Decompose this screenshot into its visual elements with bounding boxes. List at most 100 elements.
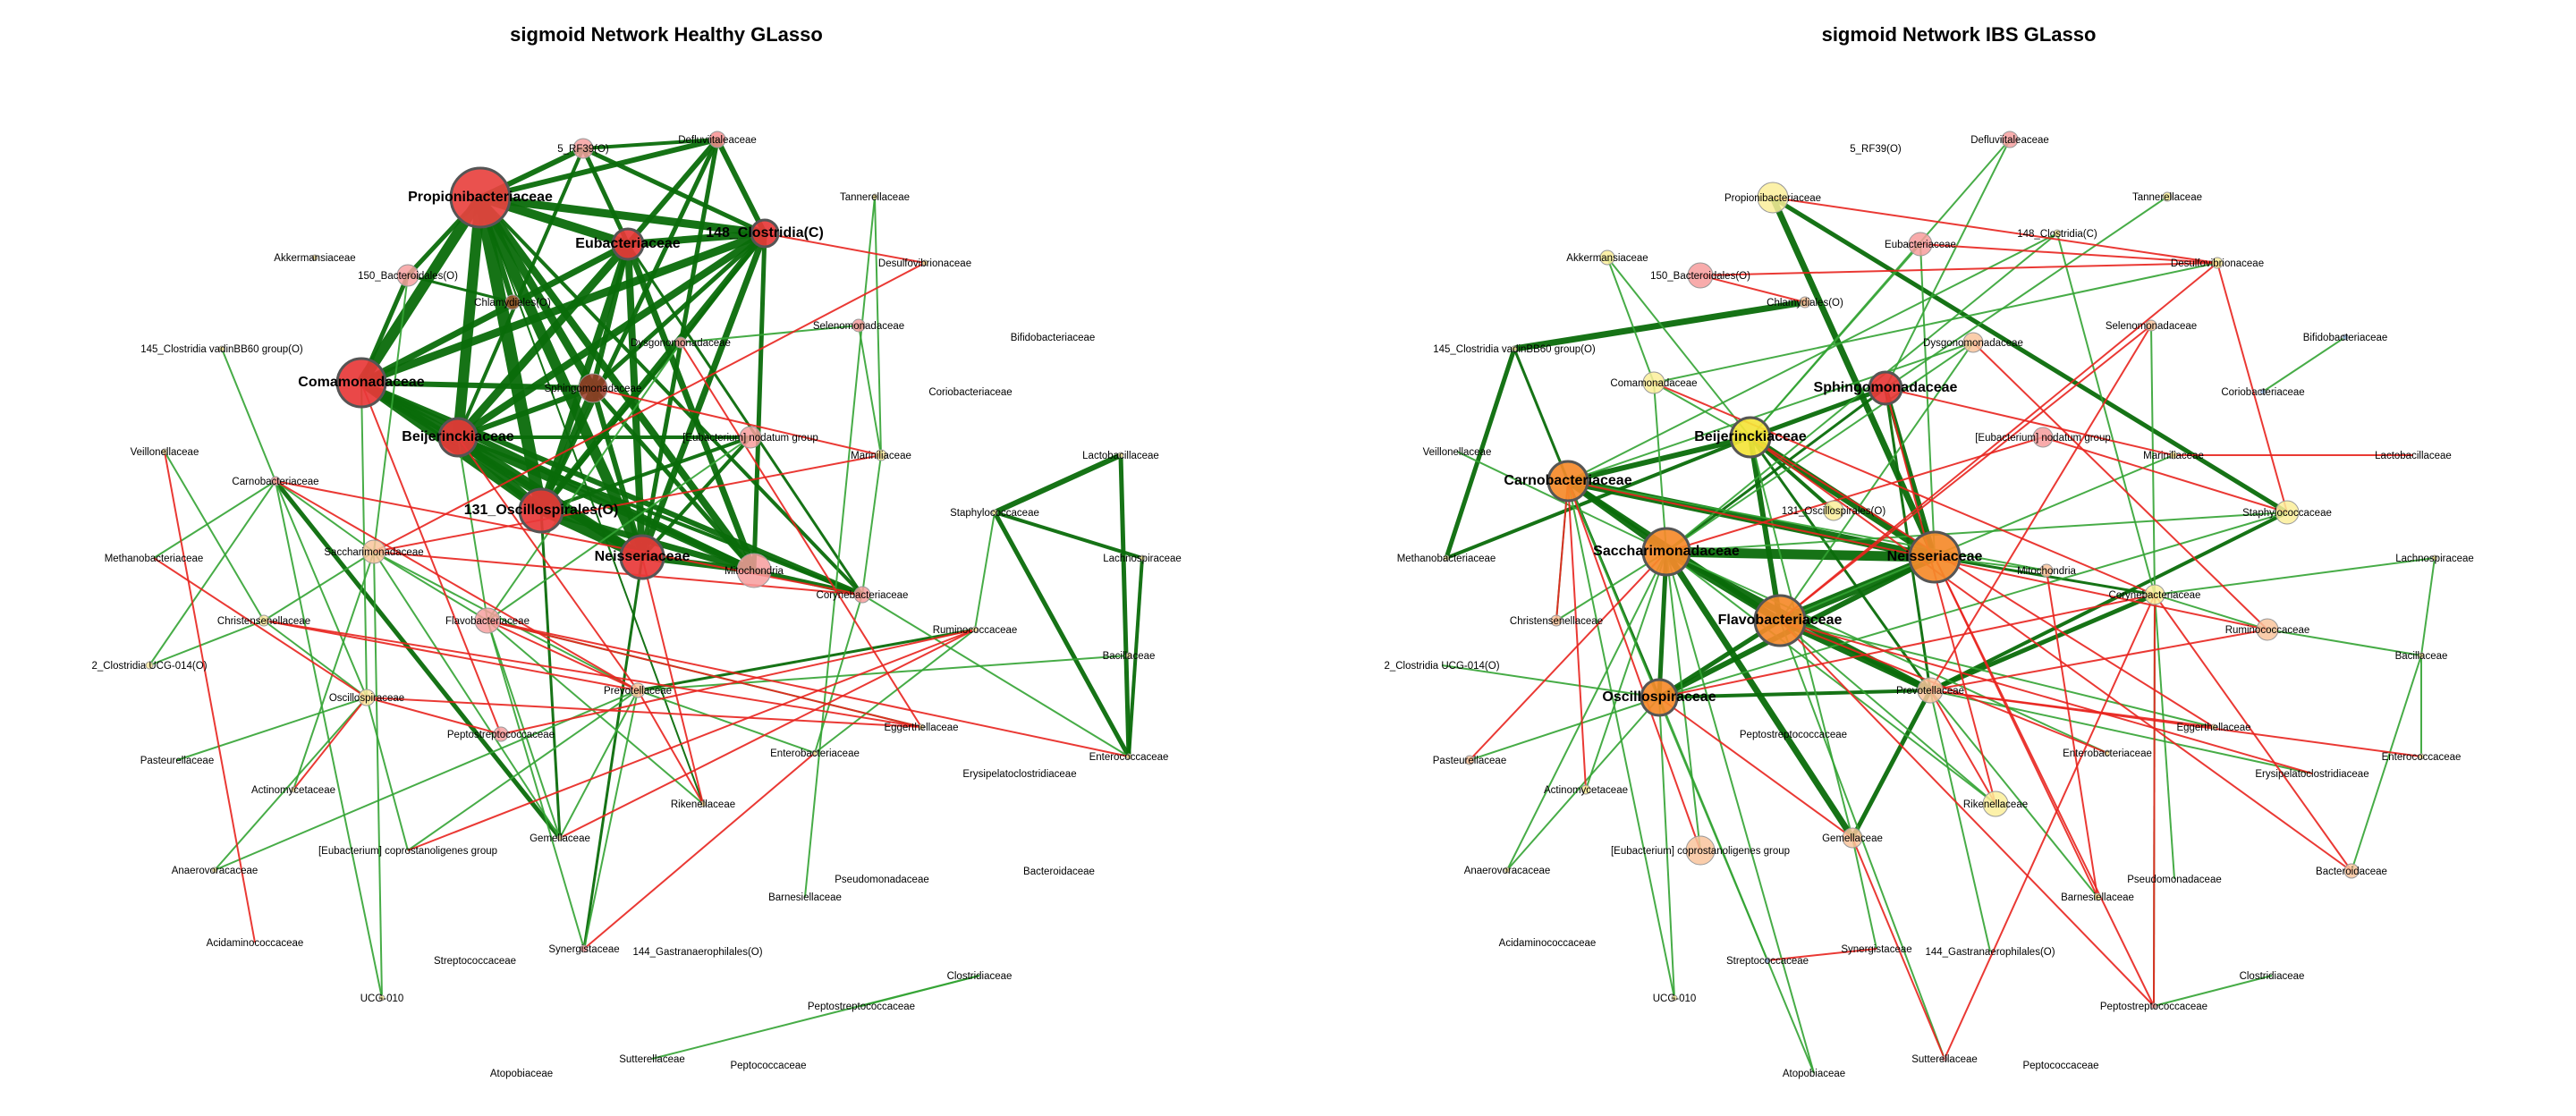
ibs-node-label: Prevotellaceae: [1896, 686, 1964, 697]
healthy-edge: [641, 556, 704, 805]
healthy-node: [1117, 452, 1124, 459]
ibs-node: [2275, 500, 2300, 525]
ibs-edge: [1567, 232, 2058, 482]
ibs-node-label: Comamonadaceae: [1610, 378, 1697, 389]
healthy-node-label: Coriobacteriaceae: [928, 387, 1012, 398]
healthy-edge: [639, 232, 768, 559]
healthy-node-label: Neisseriaceae: [595, 549, 691, 564]
ibs-edge: [2153, 975, 2273, 1007]
ibs-node-label: Sutterellaceae: [1911, 1054, 1978, 1065]
ibs-node: [2418, 753, 2425, 760]
ibs-edge: [1885, 196, 2168, 389]
ibs-node: [1642, 371, 1665, 394]
healthy-node: [619, 534, 665, 580]
ibs-edge: [1767, 948, 1877, 961]
ibs-node: [1550, 614, 1563, 627]
ibs-edge: [2267, 629, 2422, 656]
healthy-edge: [624, 242, 758, 572]
ibs-edge: [1444, 348, 1517, 559]
ibs-network-panel: sigmoid Network IBS GLasso 5_RF39(O) Defl…: [1384, 23, 2473, 1079]
ibs-edge: [1772, 197, 2218, 264]
healthy-edge: [814, 629, 976, 754]
ibs-edge: [1456, 451, 1667, 553]
ibs-edge: [1885, 387, 2174, 456]
ibs-node: [1511, 345, 1518, 352]
healthy-node-label: 5_RF39(O): [557, 144, 609, 155]
ibs-edge: [1769, 196, 1938, 559]
ibs-edge: [1585, 551, 1667, 790]
healthy-edge: [457, 436, 488, 621]
healthy-edge: [275, 480, 383, 999]
ibs-edge: [1665, 546, 1936, 562]
healthy-node: [449, 166, 512, 229]
ibs-node: [2256, 618, 2279, 641]
healthy-edge: [680, 325, 860, 343]
ibs-edge: [1972, 342, 2268, 630]
ibs-edge: [1779, 325, 2152, 621]
healthy-node-label: Corynebacteriaceae: [817, 590, 909, 601]
ibs-edge: [1469, 697, 1660, 761]
ibs-node-label: Bacteroidaceae: [2316, 867, 2387, 877]
ibs-edge: [1779, 620, 2155, 1007]
healthy-node: [1125, 753, 1132, 760]
ibs-node-label: Enterobacteriaceae: [2063, 748, 2152, 759]
ibs-node: [1685, 835, 1716, 866]
healthy-edge: [373, 551, 561, 839]
healthy-node-label: Pseudomonadaceae: [835, 875, 929, 885]
healthy-edge: [407, 274, 513, 304]
ibs-node: [1687, 262, 1714, 289]
healthy-edge: [874, 196, 882, 456]
ibs-edge: [1929, 325, 2152, 691]
ibs-edge: [2216, 262, 2288, 513]
ibs-node-label: Clostridiaceae: [2240, 971, 2305, 982]
ibs-node: [1753, 594, 1807, 647]
healthy-node-label: Ruminococcaceae: [933, 625, 1018, 636]
healthy-node-label: Lachnospiraceae: [1103, 554, 1182, 564]
healthy-node-label: Christensenellaceae: [217, 616, 310, 627]
healthy-edge: [764, 232, 926, 264]
healthy-node-label: Atopobiaceae: [490, 1069, 553, 1079]
ibs-edge: [1567, 480, 1675, 999]
healthy-edge: [479, 137, 718, 200]
ibs-node-label: Oscillospiraceae: [1602, 689, 1716, 705]
healthy-node-label: Sutterellaceae: [619, 1054, 685, 1065]
ibs-node: [2210, 723, 2217, 731]
ibs-node: [2150, 1002, 2157, 1010]
ibs-node-label: Flavobacteriaceae: [1718, 613, 1843, 628]
ibs-node-label: Coriobacteriaceae: [2221, 387, 2304, 398]
ibs-edge: [1750, 436, 2352, 872]
ibs-node-label: Pseudomonadaceae: [2127, 875, 2222, 885]
healthy-edge: [581, 146, 767, 236]
healthy-node-label: Mariniliaceae: [851, 451, 911, 461]
healthy-edge: [540, 435, 751, 512]
ibs-node: [2104, 749, 2111, 757]
ibs-node-label: 2_Clostridia UCG-014(O): [1384, 661, 1499, 672]
healthy-edge: [858, 325, 882, 456]
ibs-node-label: Enterococcaceae: [2382, 752, 2462, 763]
healthy-edge: [590, 387, 645, 558]
healthy-node: [578, 373, 608, 403]
healthy-node-label: Rikenellaceae: [671, 799, 735, 810]
healthy-edge: [360, 380, 864, 597]
healthy-edge: [487, 620, 585, 950]
ibs-edge: [1699, 262, 2218, 276]
healthy-node-label: Actinomycetaceae: [251, 785, 335, 796]
healthy-edge: [477, 195, 758, 573]
healthy-edge: [373, 262, 926, 553]
healthy-node-label: Dysgonomonadaceae: [631, 338, 731, 349]
healthy-node: [991, 509, 998, 516]
ibs-edge: [1748, 436, 1783, 621]
ibs-node: [2169, 451, 2178, 460]
ibs-edge: [1885, 387, 1996, 805]
ibs-node-label: Tannerellaceae: [2132, 192, 2202, 203]
ibs-node: [2001, 131, 2019, 148]
ibs-node-label: Acidaminococcaceae: [1499, 938, 1597, 949]
healthy-node-label: Clostridiaceae: [947, 971, 1013, 982]
healthy-edge: [457, 436, 639, 691]
healthy-edge: [366, 697, 922, 728]
healthy-edge: [456, 434, 756, 574]
healthy-node-label: 148_Clostridia(C): [706, 225, 824, 241]
healthy-edge: [627, 230, 766, 248]
ibs-node: [2144, 584, 2165, 605]
